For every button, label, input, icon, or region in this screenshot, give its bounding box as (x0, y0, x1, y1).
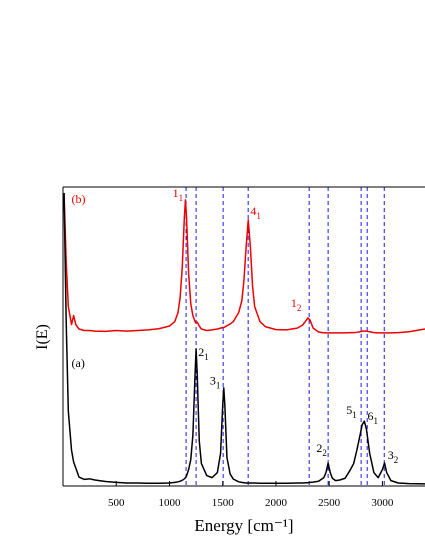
annotation-subscript: 1 (179, 193, 184, 203)
annotation-text: 6 (368, 409, 374, 423)
annotation-text: 1 (173, 186, 179, 200)
annotation-subscript: 2 (322, 448, 327, 458)
y-axis-label: I(E) (34, 324, 51, 350)
series-line (63, 192, 425, 485)
annotation-subscript: 2 (297, 303, 302, 313)
annotation-text: 2 (316, 441, 322, 455)
series-line (63, 192, 425, 334)
annotation: 11 (173, 186, 184, 203)
annotation-text: 1 (291, 296, 297, 310)
annotation: 32 (388, 448, 399, 465)
annotation-text: 3 (388, 448, 394, 462)
annotation: (b) (72, 192, 86, 206)
annotation-text: 4 (250, 204, 256, 218)
annotation: 22 (316, 441, 327, 458)
annotation-subscript: 1 (256, 211, 261, 221)
annotation-subscript: 2 (394, 455, 399, 465)
annotation: (a) (72, 356, 85, 370)
x-tick-label: 2000 (265, 497, 288, 509)
annotation-subscript: 1 (216, 380, 221, 390)
annotation: 61 (368, 409, 379, 426)
x-tick-label: 1500 (212, 497, 235, 509)
x-tick-label: 3000 (371, 497, 394, 509)
annotation-subscript: 1 (352, 410, 357, 420)
annotation: 41 (250, 204, 261, 221)
annotation: 31 (210, 373, 221, 390)
annotation-subscript: 1 (374, 416, 379, 426)
x-axis-label: Energy [cm⁻¹] (194, 516, 293, 535)
annotation: 51 (346, 403, 357, 420)
x-tick-label: 2500 (318, 497, 341, 509)
x-tick-label: 1000 (158, 497, 181, 509)
annotation-text: (a) (72, 356, 85, 370)
annotation-text: 5 (346, 403, 352, 417)
annotation-text: 2 (198, 345, 204, 359)
annotation: 21 (198, 345, 209, 362)
annotation-text: 3 (210, 373, 216, 387)
annotation-subscript: 1 (204, 352, 209, 362)
x-tick-label: 500 (108, 497, 125, 509)
annotation-text: (b) (72, 192, 86, 206)
annotation: 12 (291, 296, 302, 313)
